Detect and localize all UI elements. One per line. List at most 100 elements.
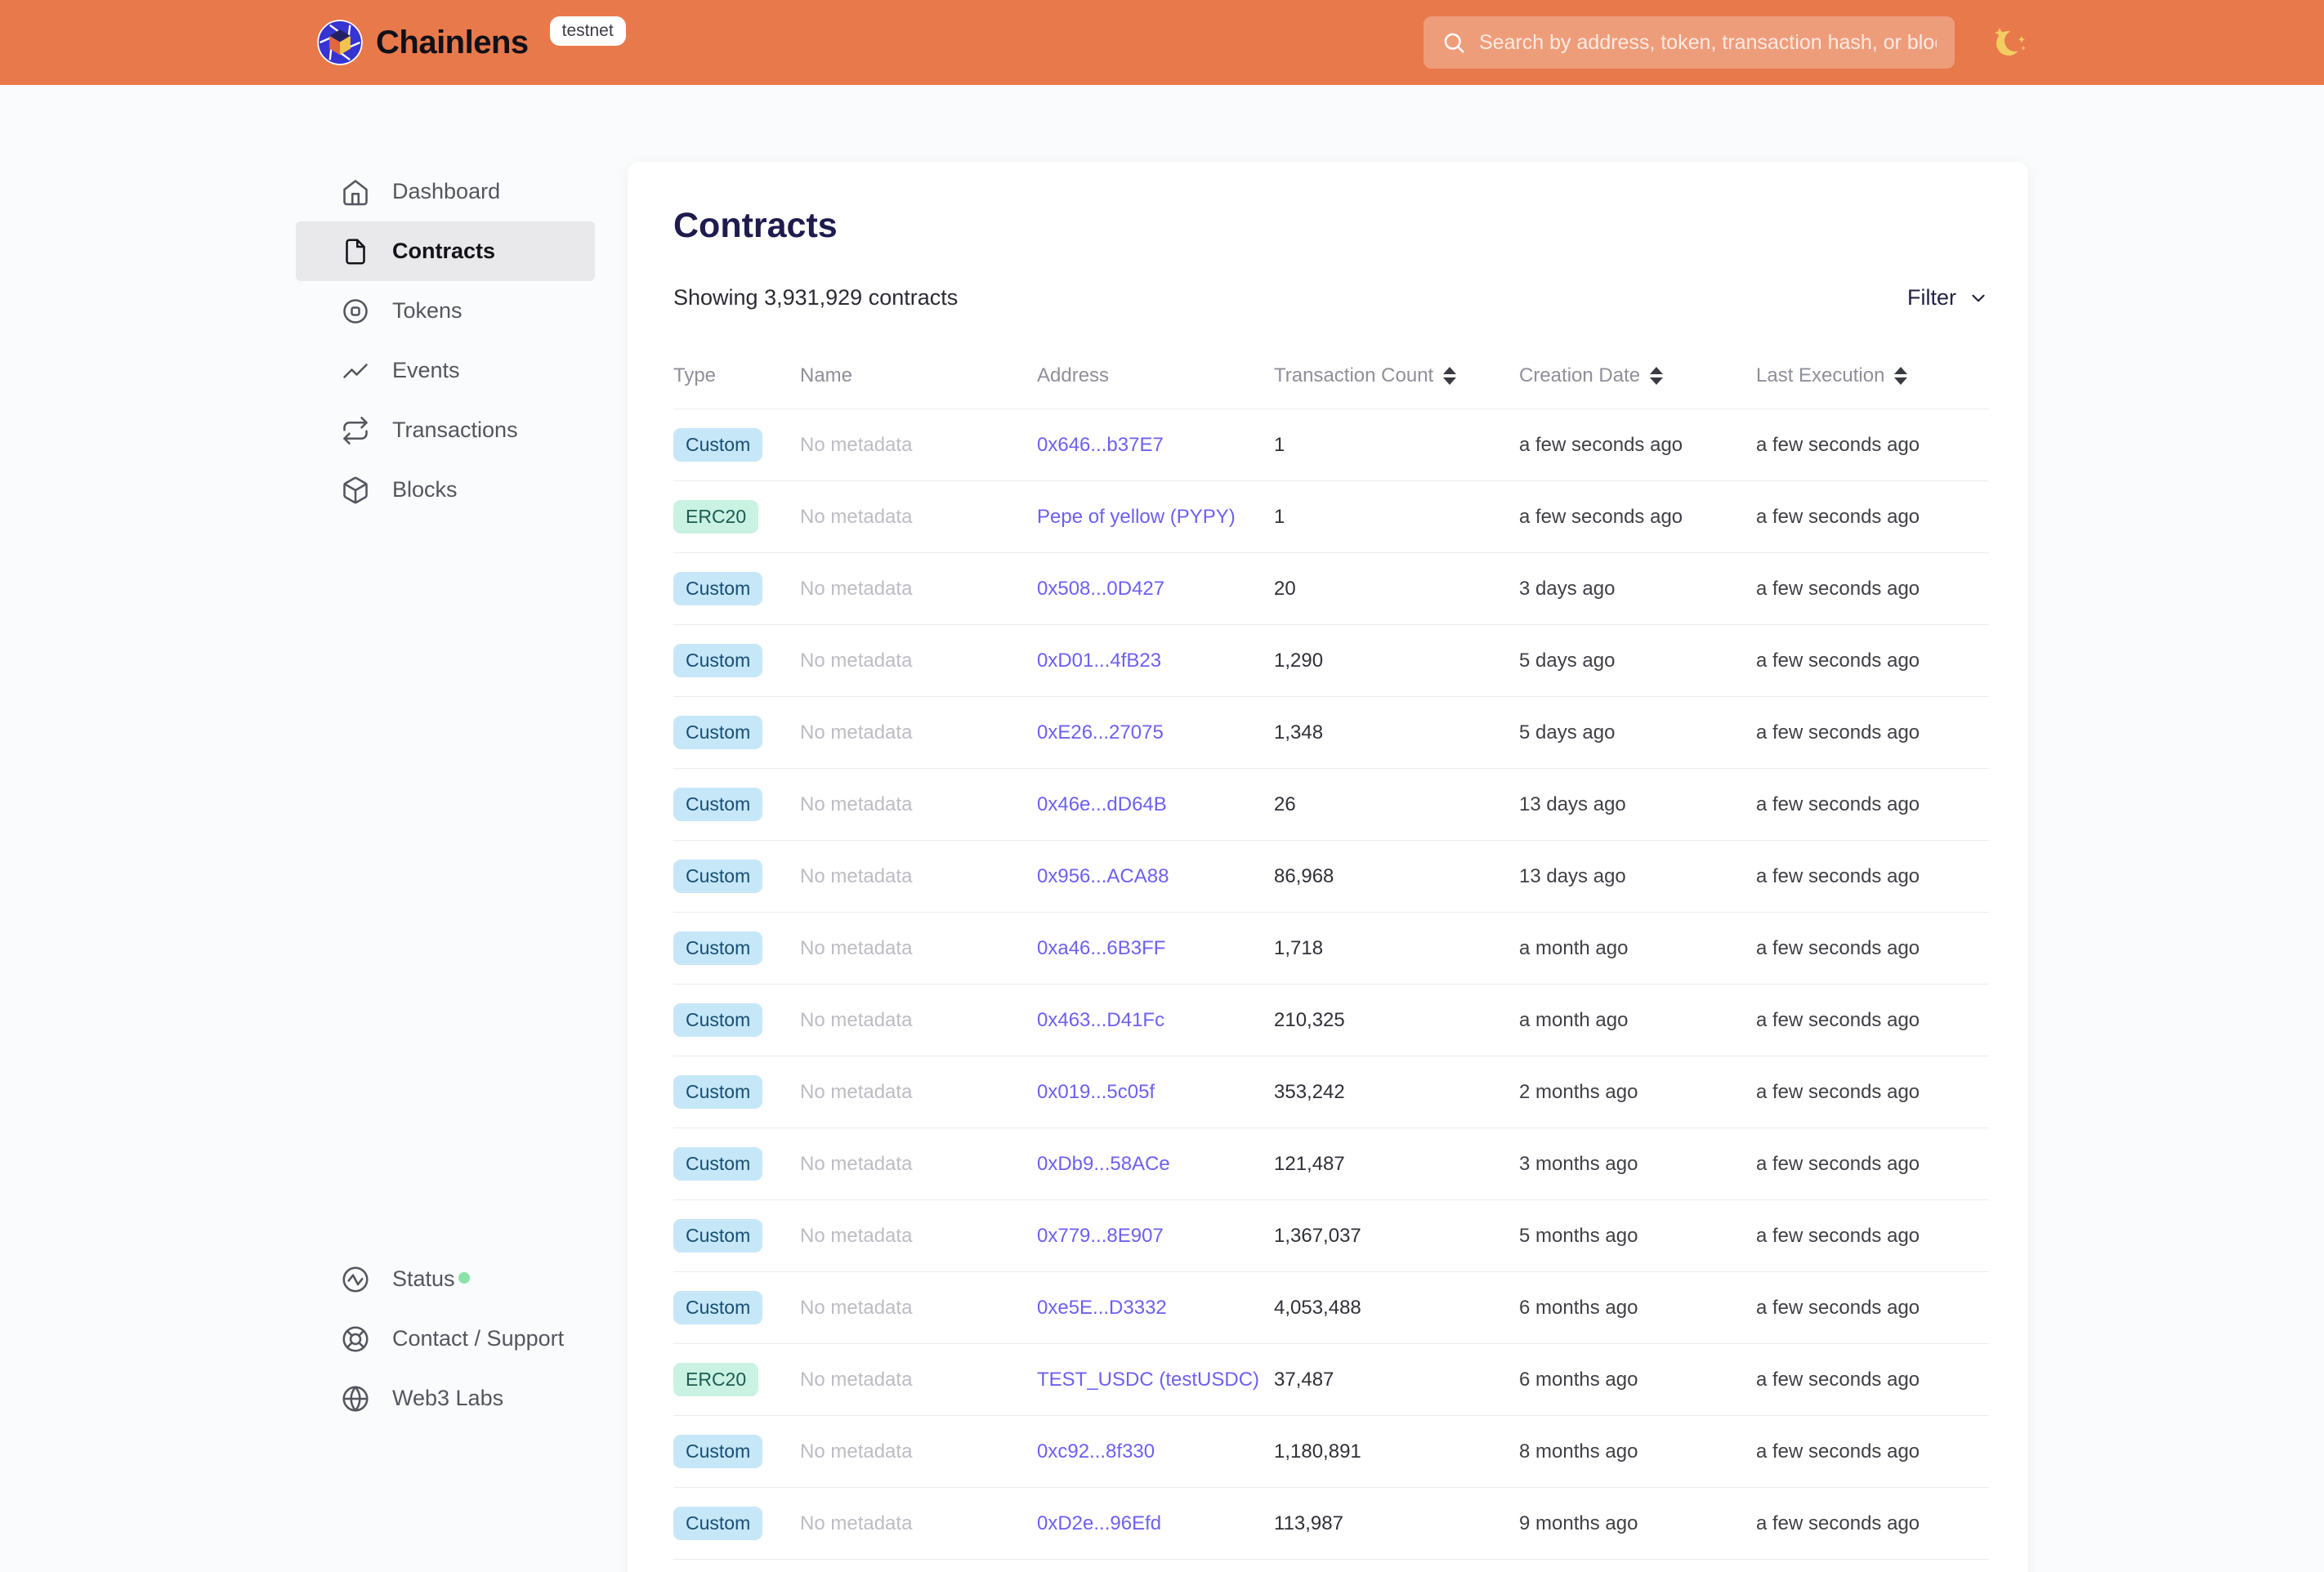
table-row: Custom No metadata 0x019...5c05f 353,242… xyxy=(673,1056,1989,1128)
creation-date: 6 months ago xyxy=(1519,1296,1638,1319)
address-cell: 0xD2e...96Efd xyxy=(1037,1512,1274,1535)
type-cell: Custom xyxy=(673,716,800,749)
type-badge: Custom xyxy=(673,1507,763,1540)
contract-name: No metadata xyxy=(800,1008,913,1031)
search-input[interactable] xyxy=(1479,30,1937,55)
contract-name: No metadata xyxy=(800,864,913,887)
sidebar-item-transactions[interactable]: Transactions xyxy=(296,400,595,460)
type-badge: Custom xyxy=(673,1003,763,1037)
contract-address-link[interactable]: 0xa46...6B3FF xyxy=(1037,936,1166,959)
column-header-address: Address xyxy=(1037,364,1110,386)
contract-address-link[interactable]: 0x46e...dD64B xyxy=(1037,793,1167,815)
sidebar-item-label: Blocks xyxy=(392,477,458,502)
contract-address-link[interactable]: 0x508...0D427 xyxy=(1037,577,1165,600)
creation-date: 5 months ago xyxy=(1519,1224,1638,1247)
type-badge: Custom xyxy=(673,1291,763,1324)
sidebar-item-contact-support[interactable]: Contact / Support xyxy=(296,1309,595,1369)
contract-name: No metadata xyxy=(800,1512,913,1534)
contract-address-link[interactable]: TEST_USDC (testUSDC) xyxy=(1037,1368,1260,1391)
table-row: Custom No metadata 0xD01...4fB23 1,290 5… xyxy=(673,625,1989,697)
contract-name: No metadata xyxy=(800,577,913,600)
sidebar-item-events[interactable]: Events xyxy=(296,341,595,400)
table-row: ERC20 No metadata TEST_USDC (testUSDC) 3… xyxy=(673,1344,1989,1416)
brand[interactable]: Chainlens xyxy=(317,20,529,65)
sidebar-item-tokens[interactable]: Tokens xyxy=(296,281,595,341)
last-execution: a few seconds ago xyxy=(1756,577,1920,600)
type-badge: Custom xyxy=(673,1075,763,1109)
sidebar-item-dashboard[interactable]: Dashboard xyxy=(296,162,595,221)
contract-name: No metadata xyxy=(800,1440,913,1463)
address-cell: Pepe of yellow (PYPY) xyxy=(1037,506,1274,529)
address-cell: 0xc92...8f330 xyxy=(1037,1440,1274,1463)
last-execution: a few seconds ago xyxy=(1756,864,1920,887)
sidebar-item-status[interactable]: Status xyxy=(296,1249,595,1309)
transaction-count: 20 xyxy=(1274,577,1296,600)
network-badge: testnet xyxy=(549,16,626,46)
search-icon xyxy=(1444,33,1464,53)
last-execution: a few seconds ago xyxy=(1756,1224,1920,1247)
creation-date: 6 months ago xyxy=(1519,1368,1638,1391)
sidebar-item-blocks[interactable]: Blocks xyxy=(296,460,595,520)
sort-icon[interactable] xyxy=(1443,367,1457,385)
filter-button[interactable]: Filter xyxy=(1907,285,1989,310)
creation-date: 3 months ago xyxy=(1519,1152,1638,1175)
type-badge: Custom xyxy=(673,572,763,605)
contract-name: No metadata xyxy=(800,793,913,815)
contract-name: No metadata xyxy=(800,1152,913,1175)
sidebar-item-web3-labs[interactable]: Web3 Labs xyxy=(296,1369,595,1428)
table-row: Custom No metadata 0x956...ACA88 86,968 … xyxy=(673,841,1989,913)
contract-address-link[interactable]: 0x956...ACA88 xyxy=(1037,864,1169,887)
type-badge: Custom xyxy=(673,1219,763,1253)
contract-address-link[interactable]: 0x463...D41Fc xyxy=(1037,1008,1165,1031)
document-icon xyxy=(346,238,365,265)
contract-address-link[interactable]: 0x779...8E907 xyxy=(1037,1224,1164,1247)
contract-address-link[interactable]: 0xDb9...58ACe xyxy=(1037,1152,1170,1175)
sort-icon[interactable] xyxy=(1894,367,1908,385)
brand-name: Chainlens xyxy=(376,24,529,60)
type-cell: Custom xyxy=(673,1435,800,1468)
type-cell: Custom xyxy=(673,1147,800,1181)
transaction-count: 4,053,488 xyxy=(1274,1296,1361,1319)
sort-icon[interactable] xyxy=(1650,367,1664,385)
search-box[interactable] xyxy=(1423,16,1955,69)
table-row: Custom No metadata 0xe5E...D3332 4,053,4… xyxy=(673,1272,1989,1344)
contracts-count-summary: Showing 3,931,929 contracts xyxy=(673,285,959,310)
transaction-count: 1,348 xyxy=(1274,721,1324,744)
type-cell: Custom xyxy=(673,931,800,965)
contract-address-link[interactable]: 0xe5E...D3332 xyxy=(1037,1296,1167,1319)
transaction-count: 1,290 xyxy=(1274,649,1324,672)
last-execution: a few seconds ago xyxy=(1756,1152,1920,1175)
contract-name: No metadata xyxy=(800,936,913,959)
contract-address-link[interactable]: 0xc92...8f330 xyxy=(1037,1440,1155,1463)
contract-address-link[interactable]: 0xD01...4fB23 xyxy=(1037,649,1162,672)
address-cell: 0x508...0D427 xyxy=(1037,578,1274,601)
contract-address-link[interactable]: Pepe of yellow (PYPY) xyxy=(1037,505,1236,528)
sidebar-bottom-group: Status Contact / Support Web3 Labs xyxy=(296,1249,595,1428)
contracts-table: Type Name Address Transaction Count Crea… xyxy=(673,364,1989,1560)
sidebar-item-contracts[interactable]: Contracts xyxy=(296,221,595,281)
contract-address-link[interactable]: 0xD2e...96Efd xyxy=(1037,1512,1162,1534)
last-execution: a few seconds ago xyxy=(1756,505,1920,528)
transaction-count: 1 xyxy=(1274,505,1285,528)
type-cell: ERC20 xyxy=(673,1363,800,1396)
type-cell: Custom xyxy=(673,788,800,821)
moon-icon xyxy=(1995,28,2026,56)
contracts-card: Contracts Showing 3,931,929 contracts Fi… xyxy=(628,162,2028,1572)
contract-address-link[interactable]: 0x646...b37E7 xyxy=(1037,433,1164,456)
table-row: Custom No metadata 0xE26...27075 1,348 5… xyxy=(673,697,1989,769)
creation-date: 2 months ago xyxy=(1519,1080,1638,1103)
creation-date: 5 days ago xyxy=(1519,721,1616,744)
dark-mode-toggle[interactable] xyxy=(1991,21,2033,64)
contract-name: No metadata xyxy=(800,1080,913,1103)
contract-address-link[interactable]: 0xE26...27075 xyxy=(1037,721,1164,744)
creation-date: 13 days ago xyxy=(1519,864,1626,887)
table-body: Custom No metadata 0x646...b37E7 1 a few… xyxy=(673,409,1989,1560)
address-cell: 0x019...5c05f xyxy=(1037,1081,1274,1104)
type-cell: Custom xyxy=(673,572,800,605)
creation-date: a month ago xyxy=(1519,936,1629,959)
contract-address-link[interactable]: 0x019...5c05f xyxy=(1037,1080,1155,1103)
creation-date: a month ago xyxy=(1519,1008,1629,1031)
type-badge: Custom xyxy=(673,1147,763,1181)
type-badge: ERC20 xyxy=(673,1363,759,1396)
creation-date: 3 days ago xyxy=(1519,577,1616,600)
